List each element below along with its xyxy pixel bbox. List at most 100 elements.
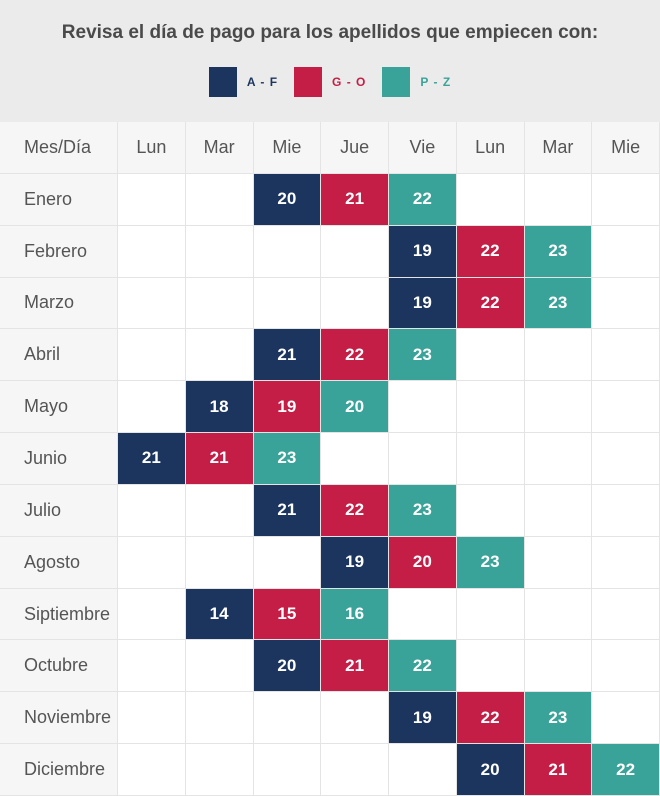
column-header-day-3: Jue bbox=[321, 122, 389, 174]
empty-cell bbox=[118, 536, 186, 589]
column-header-day-2: Mie bbox=[253, 122, 322, 174]
empty-cell bbox=[321, 692, 389, 745]
payment-day-g-o: 22 bbox=[456, 277, 525, 330]
legend-item-p-z: P - Z bbox=[382, 67, 451, 97]
empty-cell bbox=[389, 744, 457, 796]
legend-item-a-f: A - F bbox=[208, 67, 279, 97]
payment-day-p-z: 20 bbox=[321, 381, 389, 434]
empty-cell bbox=[118, 692, 186, 745]
month-label: Noviembre bbox=[0, 692, 118, 745]
month-label: Abril bbox=[0, 329, 118, 382]
payment-day-a-f: 21 bbox=[253, 329, 322, 382]
legend-swatch-a-f bbox=[208, 67, 237, 97]
empty-cell bbox=[118, 744, 186, 796]
empty-cell bbox=[456, 173, 525, 226]
payment-day-p-z: 23 bbox=[524, 225, 593, 278]
month-label: Octubre bbox=[0, 640, 118, 693]
legend-swatch-g-o bbox=[294, 67, 323, 97]
payment-day-a-f: 19 bbox=[389, 277, 457, 330]
empty-cell bbox=[456, 484, 525, 537]
payment-day-p-z: 22 bbox=[389, 173, 457, 226]
payment-day-a-f: 19 bbox=[389, 692, 457, 745]
payment-day-a-f: 18 bbox=[185, 381, 254, 434]
empty-cell bbox=[185, 225, 254, 278]
month-label: Siptiembre bbox=[0, 588, 118, 641]
payment-day-g-o: 21 bbox=[321, 173, 389, 226]
empty-cell bbox=[185, 173, 254, 226]
empty-cell bbox=[524, 381, 593, 434]
legend-item-g-o: G - O bbox=[294, 67, 366, 97]
empty-cell bbox=[185, 692, 254, 745]
empty-cell bbox=[389, 381, 457, 434]
page-title: Revisa el día de pago para los apellidos… bbox=[61, 22, 599, 43]
column-header-month-day: Mes/Día bbox=[0, 122, 118, 174]
month-label: Junio bbox=[0, 433, 118, 485]
empty-cell bbox=[524, 536, 593, 589]
empty-cell bbox=[524, 433, 593, 485]
empty-cell bbox=[118, 381, 186, 434]
month-label: Diciembre bbox=[0, 744, 118, 796]
payment-day-p-z: 23 bbox=[524, 692, 593, 745]
empty-cell bbox=[185, 277, 254, 330]
payment-day-g-o: 15 bbox=[253, 588, 322, 641]
legend-label-g-o: G - O bbox=[332, 75, 367, 89]
payment-day-a-f: 21 bbox=[253, 484, 322, 537]
empty-cell bbox=[253, 225, 322, 278]
empty-cell bbox=[524, 484, 593, 537]
payment-day-a-f: 20 bbox=[253, 173, 322, 226]
payment-day-g-o: 22 bbox=[456, 692, 525, 745]
empty-cell bbox=[524, 329, 593, 382]
month-label: Enero bbox=[0, 173, 118, 226]
empty-cell bbox=[253, 536, 322, 589]
payment-day-g-o: 19 bbox=[253, 381, 322, 434]
payment-day-g-o: 22 bbox=[321, 329, 389, 382]
empty-cell bbox=[118, 588, 186, 641]
empty-cell bbox=[524, 588, 593, 641]
empty-cell bbox=[456, 433, 525, 485]
empty-cell bbox=[592, 173, 660, 226]
header: Revisa el día de pago para los apellidos… bbox=[0, 0, 660, 122]
empty-cell bbox=[592, 588, 660, 641]
payment-day-a-f: 20 bbox=[456, 744, 525, 796]
legend: A - F G - O P - Z bbox=[0, 67, 660, 97]
month-label: Mayo bbox=[0, 381, 118, 434]
payment-day-g-o: 21 bbox=[524, 744, 593, 796]
empty-cell bbox=[253, 692, 322, 745]
empty-cell bbox=[321, 277, 389, 330]
empty-cell bbox=[185, 744, 254, 796]
column-header-day-7: Mie bbox=[592, 122, 660, 174]
payment-day-g-o: 21 bbox=[321, 640, 389, 693]
payment-day-p-z: 16 bbox=[321, 588, 389, 641]
empty-cell bbox=[592, 536, 660, 589]
empty-cell bbox=[456, 588, 525, 641]
payment-day-p-z: 23 bbox=[456, 536, 525, 589]
payment-day-a-f: 21 bbox=[118, 433, 186, 485]
empty-cell bbox=[185, 329, 254, 382]
empty-cell bbox=[592, 381, 660, 434]
column-header-day-0: Lun bbox=[118, 122, 186, 174]
empty-cell bbox=[592, 329, 660, 382]
empty-cell bbox=[456, 381, 525, 434]
payment-day-g-o: 22 bbox=[456, 225, 525, 278]
empty-cell bbox=[118, 173, 186, 226]
legend-label-a-f: A - F bbox=[246, 75, 279, 89]
empty-cell bbox=[118, 484, 186, 537]
payment-day-g-o: 21 bbox=[185, 433, 254, 485]
empty-cell bbox=[118, 329, 186, 382]
payment-day-a-f: 19 bbox=[389, 225, 457, 278]
month-label: Agosto bbox=[0, 536, 118, 589]
month-label: Marzo bbox=[0, 277, 118, 330]
empty-cell bbox=[118, 277, 186, 330]
empty-cell bbox=[118, 225, 186, 278]
payment-day-p-z: 22 bbox=[592, 744, 660, 796]
empty-cell bbox=[592, 484, 660, 537]
payment-day-p-z: 23 bbox=[389, 329, 457, 382]
payment-day-a-f: 19 bbox=[321, 536, 389, 589]
payment-day-g-o: 20 bbox=[389, 536, 457, 589]
column-header-day-5: Lun bbox=[456, 122, 525, 174]
legend-label-p-z: P - Z bbox=[420, 75, 452, 89]
payment-day-p-z: 23 bbox=[524, 277, 593, 330]
legend-swatch-p-z bbox=[382, 67, 411, 97]
empty-cell bbox=[321, 744, 389, 796]
